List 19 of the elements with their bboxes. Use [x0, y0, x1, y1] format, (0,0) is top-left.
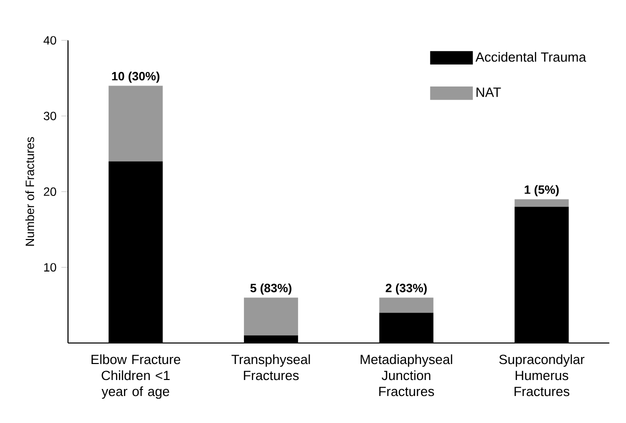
legend-label: NAT: [476, 88, 501, 97]
data-label: 2 (33%): [386, 283, 427, 295]
data-label: 1 (5%): [524, 185, 559, 196]
bar: [244, 298, 298, 336]
x-tick-label: Elbow Fracture Children <1 year of age: [92, 354, 180, 399]
y-tick-label: 10: [44, 263, 56, 272]
y-tick-label: 30: [44, 112, 56, 120]
bar: [514, 199, 569, 207]
data-label: 10 (30%): [112, 72, 160, 83]
x-tick-label: Supracondylar Humerus Fractures: [499, 354, 584, 396]
legend-label: Accidental Trauma: [476, 52, 586, 62]
data-label: 5 (83%): [250, 283, 292, 295]
bar: [379, 298, 434, 313]
y-tick-label: 40: [44, 36, 56, 45]
x-tick-label: Metadiaphyseal Junction Fractures: [360, 354, 452, 396]
x-tick-label: Transphyseal Fractures: [232, 354, 310, 380]
bar: [108, 86, 163, 162]
y-tick-label: 20: [44, 187, 56, 196]
y-axis-title: Number of Fractures: [25, 137, 34, 246]
